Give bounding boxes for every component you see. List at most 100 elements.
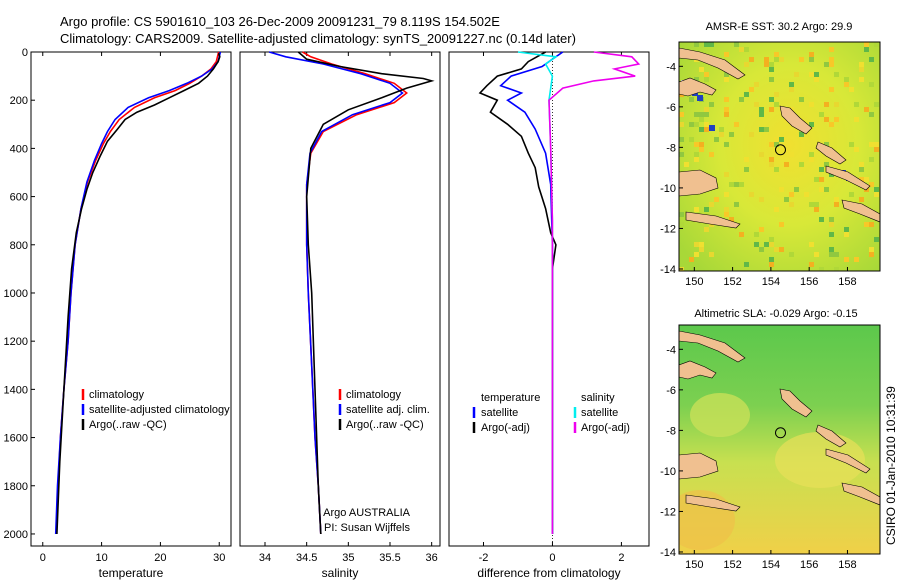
sst-pixel — [699, 147, 704, 152]
sst-pixel — [764, 62, 769, 67]
sst-pixel — [769, 97, 774, 102]
sst-title-label: AMSR-E SST: — [706, 21, 775, 33]
sst-pixel — [824, 162, 829, 167]
sst-pixel — [734, 42, 739, 47]
sst-pixel — [759, 152, 764, 157]
sst-pixel — [849, 192, 854, 197]
series-line-argo — [297, 51, 435, 535]
sst-pixel — [734, 202, 739, 207]
sst-pixel — [739, 97, 744, 102]
map-x-tick-label: 154 — [762, 276, 780, 288]
legend-entry: Argo(..raw -QC) — [346, 419, 424, 431]
y-tick-label: 1000 — [4, 288, 28, 300]
sst-pixel — [819, 177, 824, 182]
y-tick-label: 2000 — [4, 529, 28, 541]
sst-pixel — [754, 102, 759, 107]
sla-argo-label: Argo: — [803, 308, 829, 320]
series-line-salinity-argo-adj- — [548, 51, 641, 534]
sst-pixel — [869, 252, 874, 257]
sst-pixel — [829, 62, 834, 67]
sst-pixel — [804, 192, 809, 197]
sst-pixel — [814, 77, 819, 82]
sst-pixel — [809, 157, 814, 162]
sst-pixel — [704, 112, 709, 117]
sst-pixel — [834, 197, 839, 202]
x-tick-label: 36 — [426, 552, 438, 564]
sla-title-value: -0.029 — [770, 308, 801, 320]
y-tick-label: 0 — [22, 47, 28, 59]
sst-title-value: 30.2 — [778, 21, 799, 33]
sst-pixel — [744, 92, 749, 97]
sst-pixel — [774, 52, 779, 57]
argo-pi-annotation: PI: Susan Wijffels — [324, 522, 410, 534]
sst-pixel — [759, 112, 764, 117]
sla-land-louisiade — [685, 494, 741, 512]
legend-entry: Argo(..raw -QC) — [89, 419, 167, 431]
sla-map-frame — [678, 324, 881, 555]
sst-pixel — [874, 187, 879, 192]
sst-pixel — [679, 222, 684, 227]
sst-pixel — [739, 232, 744, 237]
sst-pixel — [809, 262, 814, 267]
sst-pixel — [694, 252, 699, 257]
sst-pixel — [829, 57, 834, 62]
series-line-satellite-adj-clim- — [268, 51, 404, 535]
y-tick-label: 1600 — [4, 433, 28, 445]
sst-argo-value: 29.9 — [831, 21, 852, 33]
map-y-tick-label: -10 — [660, 466, 676, 478]
sst-pixel — [799, 132, 804, 137]
sst-pixel — [859, 67, 864, 72]
sst-pixel — [704, 207, 709, 212]
sst-land-guadalcanal — [841, 199, 880, 223]
sst-pixel — [829, 222, 834, 227]
sst-pixel — [734, 182, 739, 187]
sst-pixel — [769, 157, 774, 162]
sst-pixel — [744, 47, 749, 52]
sst-pixel — [799, 162, 804, 167]
sst-land-png — [679, 169, 719, 197]
legend-entry: climatology — [346, 389, 402, 401]
sst-pixel — [694, 112, 699, 117]
map-y-tick-label: -10 — [660, 183, 676, 195]
sst-pixel — [774, 102, 779, 107]
sst-pixel — [829, 247, 834, 252]
sst-pixel — [789, 202, 794, 207]
sst-pixel — [694, 77, 699, 82]
sst-pixel — [754, 232, 759, 237]
sst-pixel — [719, 132, 724, 137]
sst-pixel — [744, 62, 749, 67]
sst-pixel — [769, 242, 774, 247]
figure-title-line1: Argo profile: CS 5901610_103 26-Dec-2009… — [60, 14, 500, 29]
sst-pixel — [679, 152, 684, 157]
sst-pixel — [854, 117, 859, 122]
sst-pixel — [709, 202, 714, 207]
sst-pixel — [844, 257, 849, 262]
map-y-tick-label: -8 — [666, 425, 676, 437]
sst-pixel — [819, 112, 824, 117]
sst-pixel — [844, 227, 849, 232]
sst-pixel — [699, 247, 704, 252]
sst-pixel — [874, 192, 879, 197]
sst-pixel — [869, 247, 874, 252]
x-tick-label: 20 — [154, 552, 166, 564]
sst-pixel — [749, 87, 754, 92]
sst-pixel — [704, 42, 709, 47]
sst-pixel — [714, 137, 719, 142]
sst-pixel — [864, 42, 869, 47]
x-tick-label: 35 — [342, 552, 354, 564]
sst-pixel — [679, 212, 684, 217]
sst-pixel — [714, 197, 719, 202]
series-line-temperature-argo-adj- — [478, 51, 557, 534]
sst-land-isabel — [825, 165, 871, 191]
sst-pixel — [699, 142, 704, 147]
sst-pixel — [724, 97, 729, 102]
sst-pixel — [774, 137, 779, 142]
sst-cold-pixel — [709, 125, 715, 131]
sst-land-choiseul — [815, 141, 847, 165]
series-line-temperature-satellite — [499, 51, 564, 534]
sla-land-choiseul — [815, 424, 847, 448]
sst-pixel — [824, 102, 829, 107]
sst-pixel — [724, 77, 729, 82]
sst-pixel — [709, 102, 714, 107]
map-x-tick-label: 150 — [685, 276, 703, 288]
